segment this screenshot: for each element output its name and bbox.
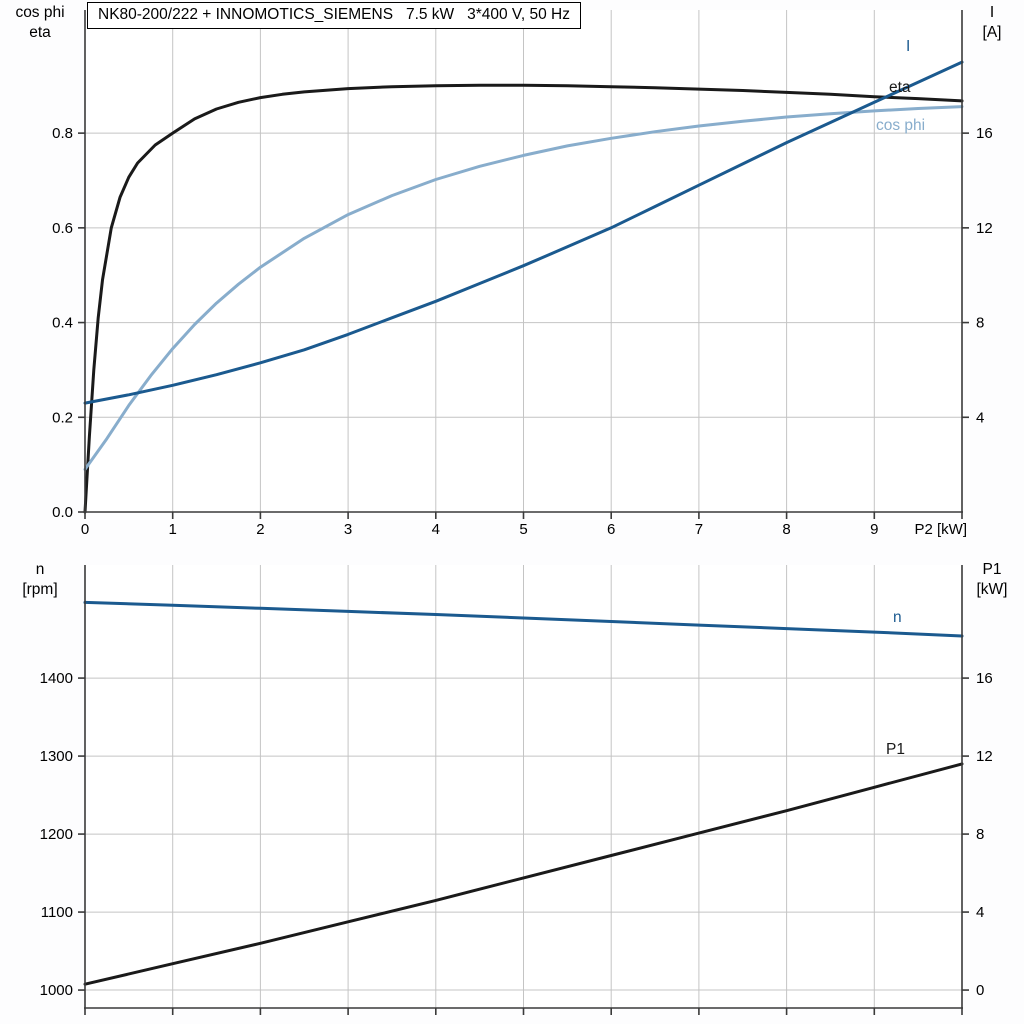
svg-text:1200: 1200 (40, 826, 73, 843)
svg-text:1100: 1100 (41, 904, 73, 921)
svg-text:4: 4 (976, 409, 984, 426)
svg-text:0.2: 0.2 (52, 409, 73, 426)
svg-text:0.8: 0.8 (52, 125, 73, 142)
svg-text:0.4: 0.4 (52, 315, 73, 332)
svg-text:9: 9 (870, 521, 878, 538)
axes (78, 565, 969, 1015)
svg-text:6: 6 (607, 521, 615, 538)
svg-text:1: 1 (169, 521, 177, 538)
right-axis-label-current: I (989, 4, 995, 21)
svg-text:5: 5 (519, 521, 527, 538)
svg-text:8: 8 (976, 826, 984, 843)
svg-text:8: 8 (976, 315, 984, 332)
right-axis-unit-kw: [kW] (976, 581, 1008, 598)
svg-text:1000: 1000 (40, 982, 73, 999)
bottom-right-axis-label: P1 [kW] (964, 560, 1020, 600)
curve-cos-phi (83, 105, 964, 471)
curve-P1 (83, 762, 964, 986)
svg-text:16: 16 (976, 670, 993, 687)
curve-label-I: I (906, 38, 910, 55)
svg-text:1400: 1400 (40, 670, 73, 687)
gridlines (85, 565, 962, 1008)
svg-text:4: 4 (432, 521, 440, 538)
left-axis-unit-rpm: [rpm] (22, 581, 58, 598)
top-right-axis-label: I [A] (964, 3, 1020, 43)
svg-text:8: 8 (782, 521, 790, 538)
left-axis-label-cos-phi: cos phi (15, 4, 65, 21)
axes (78, 10, 969, 519)
svg-text:0.0: 0.0 (52, 504, 73, 521)
svg-text:4: 4 (976, 904, 984, 921)
svg-text:0: 0 (976, 982, 984, 999)
bottom-left-axis-label: n [rpm] (4, 560, 76, 600)
right-axis-label-p1: P1 (982, 561, 1002, 578)
svg-text:7: 7 (695, 521, 703, 538)
svg-text:3: 3 (344, 521, 352, 538)
svg-text:2: 2 (256, 521, 264, 538)
curve-eta (83, 83, 964, 514)
svg-text:0: 0 (81, 521, 89, 538)
svg-text:1300: 1300 (40, 748, 73, 765)
svg-text:0.6: 0.6 (52, 220, 73, 237)
curve-label-eta: eta (889, 79, 911, 96)
svg-text:12: 12 (976, 748, 993, 765)
top-left-axis-label: cos phi eta (4, 3, 76, 43)
svg-text:12: 12 (976, 220, 993, 237)
curve-n (83, 600, 964, 638)
left-axis-label-eta: eta (29, 24, 51, 41)
svg-text:16: 16 (976, 125, 993, 142)
curve-label-n: n (893, 609, 902, 626)
left-axis-label-speed: n (35, 561, 45, 578)
x-axis-label: P2 [kW] (914, 521, 967, 538)
tick-labels: 1000 1100 1200 1300 1400 0 4 8 12 16 (40, 670, 993, 999)
curve-label-cos-phi: cos phi (876, 117, 925, 134)
curve-label-P1: P1 (886, 741, 905, 758)
curve-I (83, 60, 964, 405)
chart-title: NK80-200/222 + INNOMOTICS_SIEMENS 7.5 kW… (87, 2, 581, 29)
right-axis-unit-amps: [A] (982, 24, 1002, 41)
bottom-chart: 1000 1100 1200 1300 1400 0 4 8 12 16 n P1 (40, 565, 993, 1015)
